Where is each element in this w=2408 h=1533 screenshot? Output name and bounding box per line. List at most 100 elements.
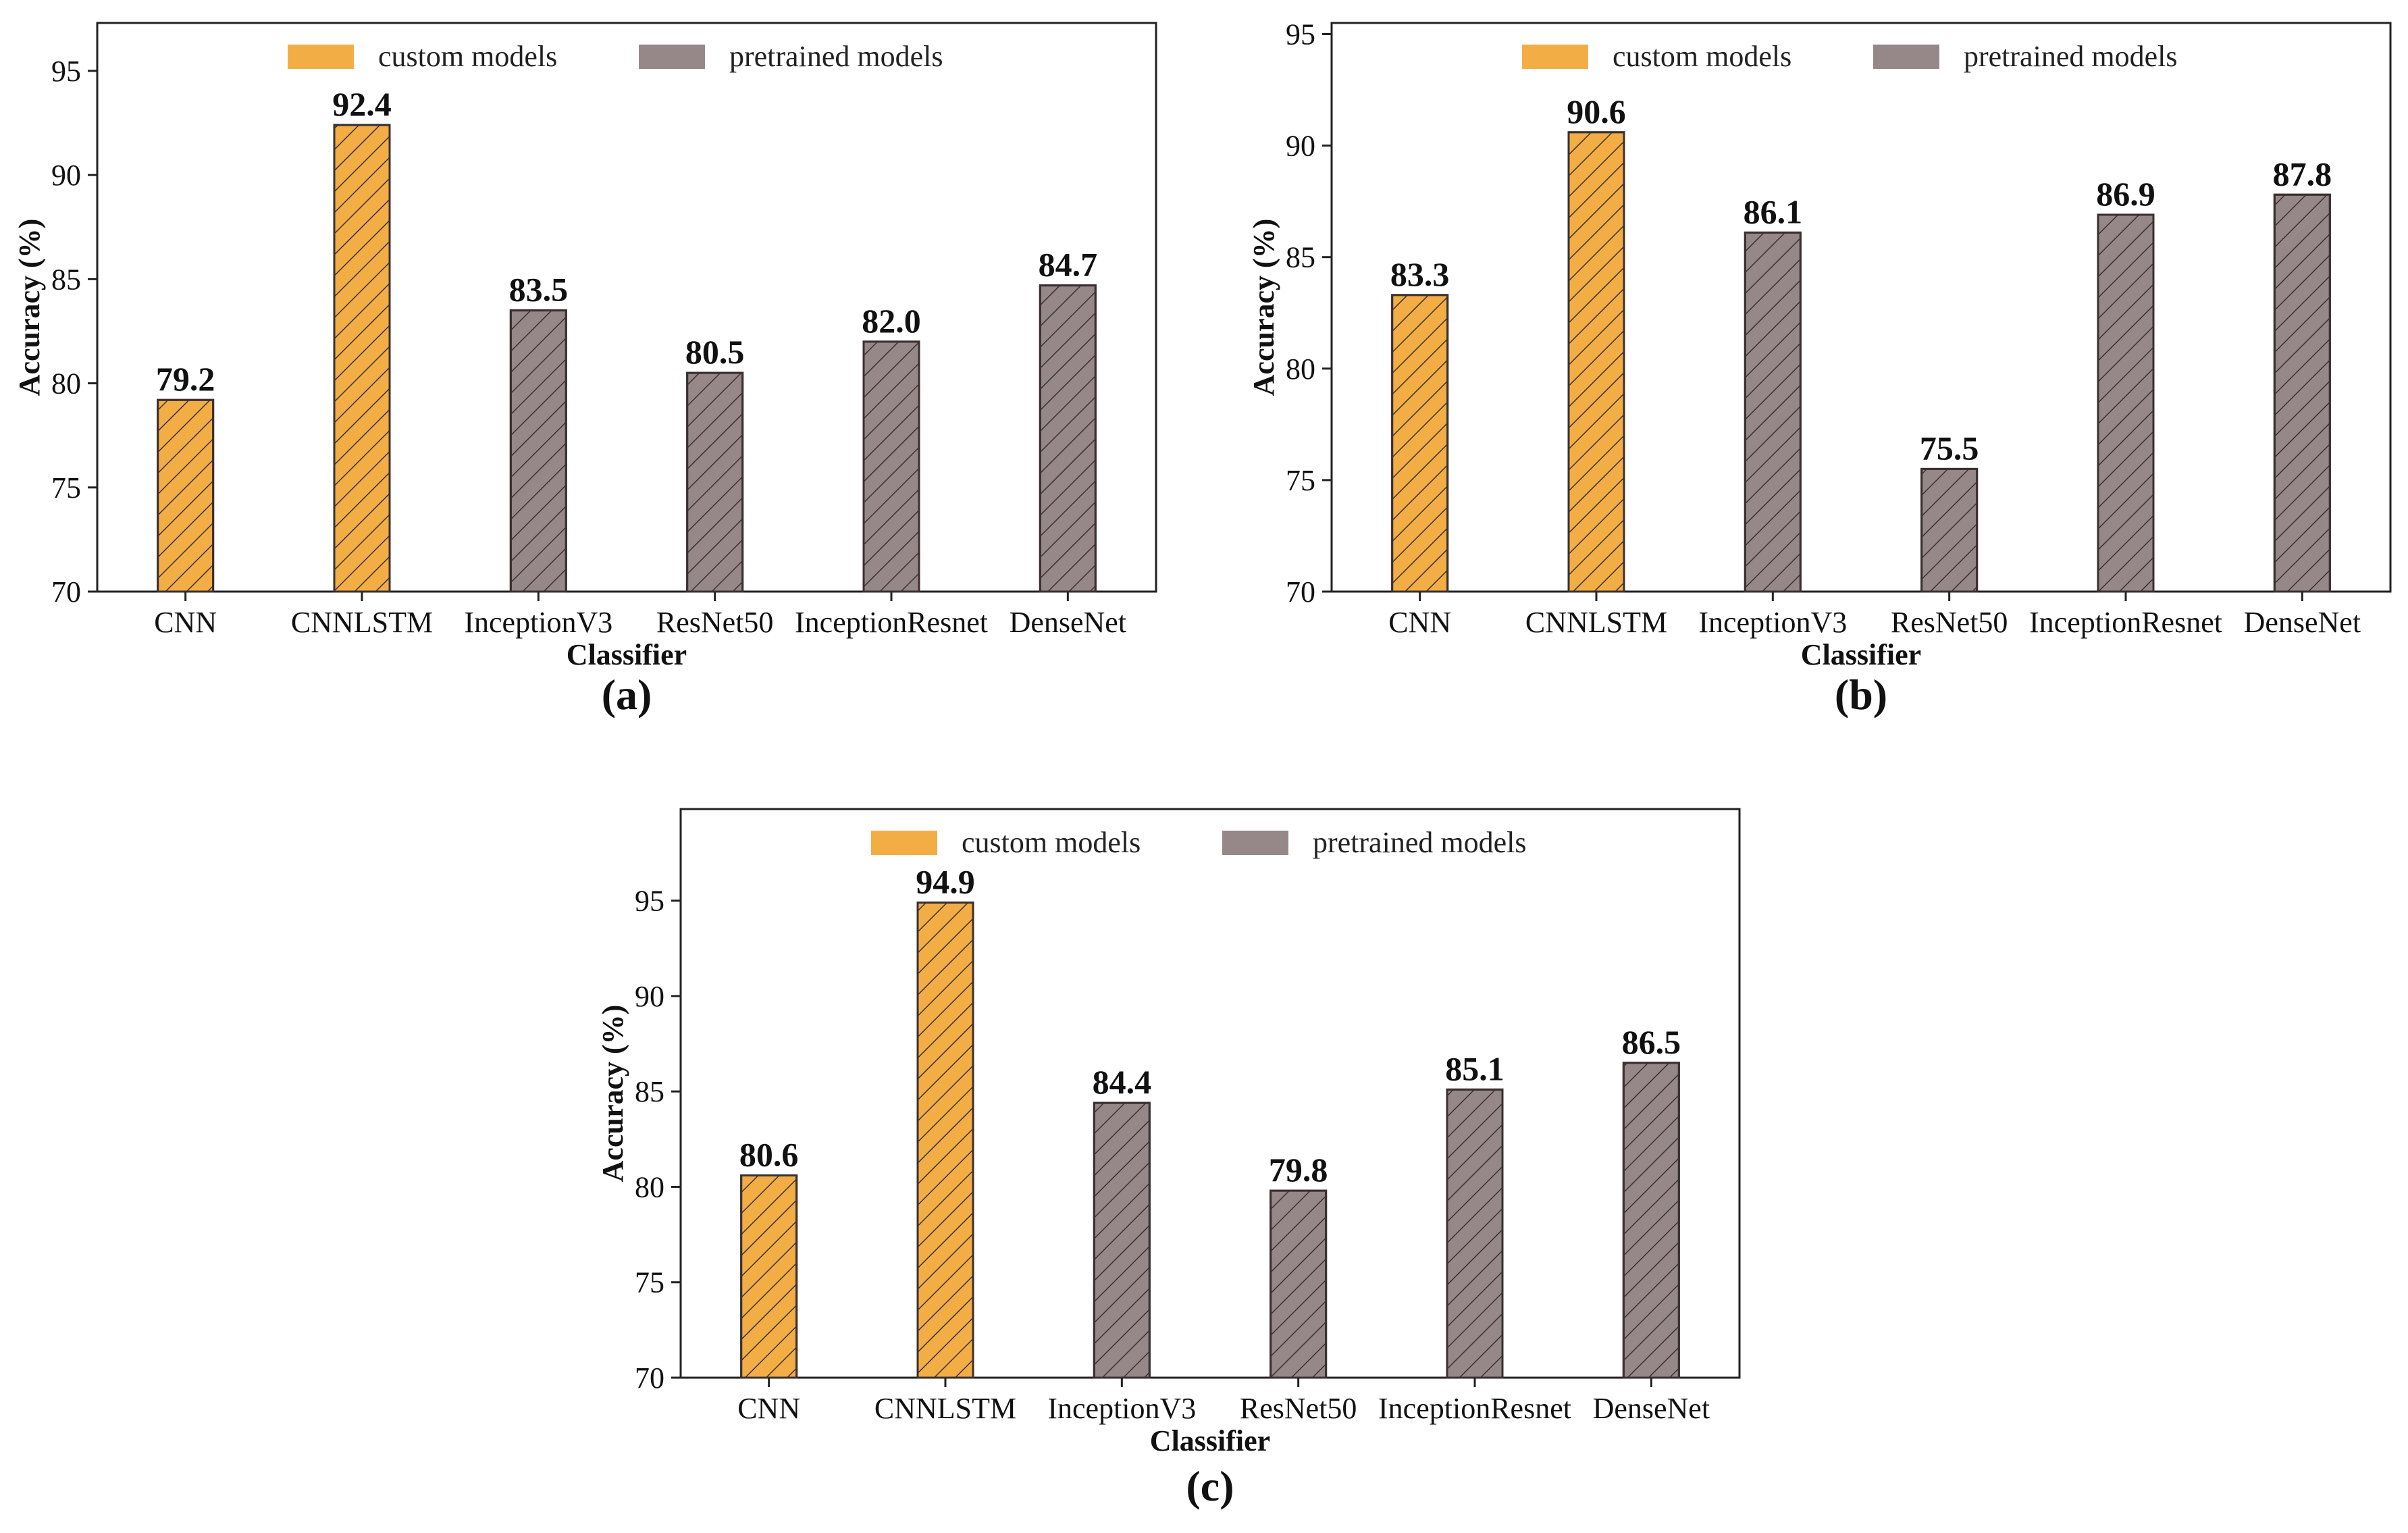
legend-label-pretrained-b: pretrained models xyxy=(1964,40,2177,73)
x-tick-label-b-inceptionresnet: InceptionResnet xyxy=(2029,606,2222,639)
x-tick-label-b-densenet: DenseNet xyxy=(2244,606,2361,639)
y-tick-label-a-80: 80 xyxy=(51,367,81,400)
legend-label-custom-a: custom models xyxy=(378,40,557,73)
bar-hatch-b-resnet50 xyxy=(1920,467,1979,593)
value-label-a-cnnlstm: 92.4 xyxy=(332,85,392,123)
value-label-c-inceptionv3: 84.4 xyxy=(1093,1063,1152,1101)
value-label-a-densenet: 84.7 xyxy=(1039,246,1098,284)
value-label-c-inceptionresnet: 85.1 xyxy=(1445,1049,1504,1087)
x-tick-label-c-inceptionv3: InceptionV3 xyxy=(1047,1392,1196,1425)
x-axis-title-a: Classifier xyxy=(567,638,687,671)
value-label-a-cnn: 79.2 xyxy=(156,360,215,398)
x-tick-label-c-cnn: CNN xyxy=(737,1392,800,1425)
panel-c-chart: 70 75 80 85 90 95 80.6 CNN 94.9 CNNLSTM 84.4 Incept… xyxy=(596,808,1741,1510)
bar-hatch-c-densenet xyxy=(1622,1062,1680,1379)
x-tick-label-c-cnnlstm: CNNLSTM xyxy=(874,1392,1016,1425)
value-label-b-inceptionv3: 86.1 xyxy=(1744,192,1803,230)
y-axis-title-c: Accuracy (%) xyxy=(596,1005,629,1183)
y-tick-label-c-80: 80 xyxy=(635,1170,664,1203)
y-tick-label-b-70: 70 xyxy=(1286,575,1315,608)
x-tick-label-c-densenet: DenseNet xyxy=(1593,1392,1710,1425)
x-tick-label-a-resnet50: ResNet50 xyxy=(656,606,774,639)
value-label-b-inceptionresnet: 86.9 xyxy=(2096,175,2155,213)
legend-label-custom-b: custom models xyxy=(1613,40,1791,73)
x-tick-label-b-cnnlstm: CNNLSTM xyxy=(1525,606,1667,639)
x-tick-label-a-cnnlstm: CNNLSTM xyxy=(291,606,433,639)
y-tick-label-a-70: 70 xyxy=(51,575,81,608)
y-tick-label-a-95: 95 xyxy=(51,55,81,88)
plot-frame-a xyxy=(96,22,1157,593)
y-tick-label-c-85: 85 xyxy=(635,1075,664,1108)
bar-hatch-b-cnn xyxy=(1391,294,1449,593)
bar-hatch-c-cnnlstm xyxy=(916,901,974,1379)
x-tick-label-b-cnn: CNN xyxy=(1388,606,1451,639)
plot-frame-c xyxy=(679,808,1741,1379)
bar-hatch-a-inceptionv3 xyxy=(509,309,567,593)
y-axis-title-a: Accuracy (%) xyxy=(13,219,46,396)
legend-swatch-custom-c xyxy=(871,831,937,855)
bar-hatch-c-cnn xyxy=(740,1174,798,1379)
y-tick-label-c-90: 90 xyxy=(635,980,664,1013)
panel-label-a: (a) xyxy=(602,671,652,719)
y-tick-label-c-75: 75 xyxy=(635,1266,664,1299)
bar-hatch-a-densenet xyxy=(1039,284,1097,593)
y-tick-label-b-75: 75 xyxy=(1286,464,1315,497)
x-tick-label-c-resnet50: ResNet50 xyxy=(1240,1392,1357,1425)
value-label-b-resnet50: 75.5 xyxy=(1920,429,1979,467)
x-axis-title-c: Classifier xyxy=(1150,1424,1270,1457)
legend-swatch-custom-a xyxy=(288,45,354,69)
y-tick-label-c-70: 70 xyxy=(635,1361,664,1395)
x-tick-label-a-inceptionv3: InceptionV3 xyxy=(464,606,612,639)
bar-hatch-b-inceptionv3 xyxy=(1744,231,1802,593)
panel-b-chart: 70 75 80 85 90 95 83.3 CNN 90.6 CNNLSTM 86.1 Incept… xyxy=(1247,18,2392,719)
value-label-c-cnn: 80.6 xyxy=(739,1135,799,1173)
y-axis-title-b: Accuracy (%) xyxy=(1247,219,1280,396)
bar-hatch-c-resnet50 xyxy=(1270,1189,1328,1379)
bar-hatch-b-cnnlstm xyxy=(1567,131,1625,593)
x-tick-label-b-resnet50: ResNet50 xyxy=(1891,606,2008,639)
value-label-a-inceptionv3: 83.5 xyxy=(509,271,569,309)
panel-label-c: (c) xyxy=(1186,1462,1234,1510)
panel-label-b: (b) xyxy=(1835,671,1887,719)
y-tick-label-c-95: 95 xyxy=(635,885,664,918)
bar-hatch-c-inceptionresnet xyxy=(1446,1088,1504,1379)
value-label-c-densenet: 86.5 xyxy=(1622,1023,1681,1061)
value-label-b-densenet: 87.8 xyxy=(2273,155,2332,192)
y-tick-label-a-75: 75 xyxy=(51,471,81,504)
bar-hatch-b-inceptionresnet xyxy=(2097,213,2155,593)
x-tick-label-b-inceptionv3: InceptionV3 xyxy=(1698,606,1847,639)
bar-hatch-c-inceptionv3 xyxy=(1093,1101,1151,1379)
value-label-b-cnnlstm: 90.6 xyxy=(1567,93,1626,130)
y-tick-label-a-85: 85 xyxy=(51,263,81,296)
y-tick-label-b-95: 95 xyxy=(1286,18,1315,51)
legend-swatch-pretrained-c xyxy=(1222,831,1288,855)
value-label-c-cnnlstm: 94.9 xyxy=(916,862,975,900)
y-tick-label-a-90: 90 xyxy=(51,159,81,192)
x-tick-label-c-inceptionresnet: InceptionResnet xyxy=(1378,1392,1571,1425)
bar-hatch-b-densenet xyxy=(2273,193,2331,593)
legend-label-custom-c: custom models xyxy=(962,826,1141,859)
value-label-c-resnet50: 79.8 xyxy=(1269,1151,1328,1189)
x-axis-title-b: Classifier xyxy=(1801,638,1921,671)
y-tick-label-b-90: 90 xyxy=(1286,130,1315,163)
legend-label-pretrained-a: pretrained models xyxy=(729,40,943,73)
plot-frame-b xyxy=(1330,22,2392,593)
panel-a-chart: 70 75 80 85 90 95 79.2 CNN 92.4 CNNLSTM 83.5 Incept… xyxy=(13,22,1157,719)
bar-hatch-a-resnet50 xyxy=(686,371,744,593)
bar-hatch-a-cnn xyxy=(157,398,215,593)
value-label-b-cnn: 83.3 xyxy=(1390,255,1450,293)
x-tick-label-a-inceptionresnet: InceptionResnet xyxy=(795,606,988,639)
value-label-a-inceptionresnet: 82.0 xyxy=(862,302,921,340)
bar-hatch-a-cnnlstm xyxy=(333,124,391,593)
legend-swatch-pretrained-a xyxy=(639,45,705,69)
y-tick-label-b-85: 85 xyxy=(1286,241,1315,274)
value-label-a-resnet50: 80.5 xyxy=(685,333,745,371)
legend-swatch-custom-b xyxy=(1522,45,1588,69)
x-tick-label-a-cnn: CNN xyxy=(154,606,217,639)
bar-hatch-a-inceptionresnet xyxy=(862,340,920,593)
y-tick-label-b-80: 80 xyxy=(1286,353,1315,386)
legend-label-pretrained-c: pretrained models xyxy=(1313,826,1526,859)
x-tick-label-a-densenet: DenseNet xyxy=(1010,606,1127,639)
legend-swatch-pretrained-b xyxy=(1873,45,1939,69)
